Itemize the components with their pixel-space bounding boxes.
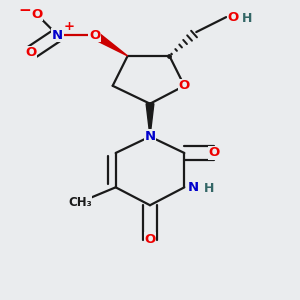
Text: N: N [52,28,63,41]
Text: O: O [31,8,42,21]
Text: CH₃: CH₃ [68,196,92,209]
Text: H: H [242,12,252,25]
Polygon shape [146,104,154,136]
Text: O: O [179,79,190,92]
Text: N: N [187,181,199,194]
Text: +: + [63,20,74,33]
Text: O: O [89,28,100,41]
Text: O: O [208,146,220,160]
Text: O: O [228,11,239,24]
Text: H: H [204,182,214,195]
Text: O: O [144,233,156,246]
Text: −: − [19,3,31,18]
Text: N: N [144,130,156,143]
Text: O: O [25,46,36,59]
Polygon shape [92,32,128,56]
